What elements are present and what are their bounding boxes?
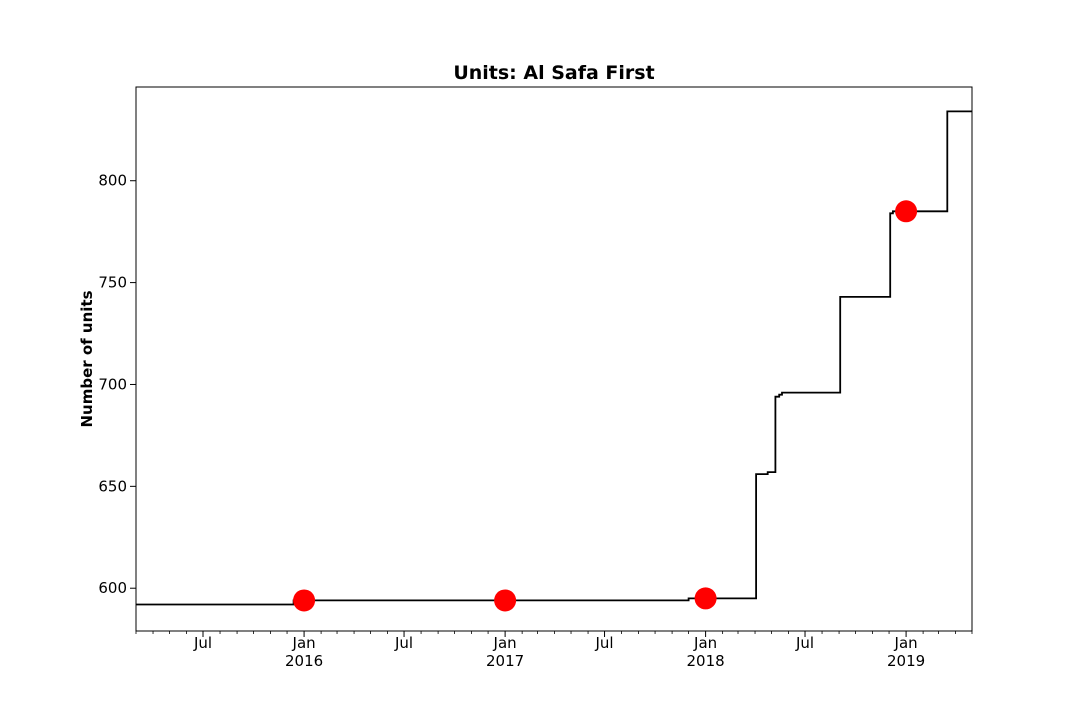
x-tick-year-label: 2016 xyxy=(285,652,323,670)
y-axis-label: Number of units xyxy=(78,290,96,427)
y-tick-label: 600 xyxy=(98,579,127,597)
x-tick-label: Jul xyxy=(193,634,212,652)
x-tick-label: Jul xyxy=(594,634,613,652)
x-tick-label: Jan xyxy=(693,634,717,652)
x-tick-year-label: 2018 xyxy=(687,652,725,670)
x-tick-label: Jan xyxy=(292,634,316,652)
y-tick-label: 700 xyxy=(98,375,127,393)
y-tick-label: 650 xyxy=(98,477,127,495)
x-tick-label: Jul xyxy=(795,634,814,652)
data-point xyxy=(293,589,316,612)
x-tick-year-label: 2019 xyxy=(887,652,925,670)
data-point xyxy=(895,200,918,223)
y-tick-label: 750 xyxy=(98,274,127,292)
data-line xyxy=(136,110,972,606)
x-tick-year-label: 2017 xyxy=(486,652,524,670)
axes-frame xyxy=(135,86,973,632)
y-tick-label: 800 xyxy=(98,172,127,190)
x-tick-label: Jan xyxy=(493,634,517,652)
x-tick-label: Jan xyxy=(894,634,918,652)
chart-title: Units: Al Safa First xyxy=(453,62,654,84)
x-tick-label: Jul xyxy=(394,634,413,652)
data-point xyxy=(694,587,717,610)
data-point xyxy=(494,589,517,612)
